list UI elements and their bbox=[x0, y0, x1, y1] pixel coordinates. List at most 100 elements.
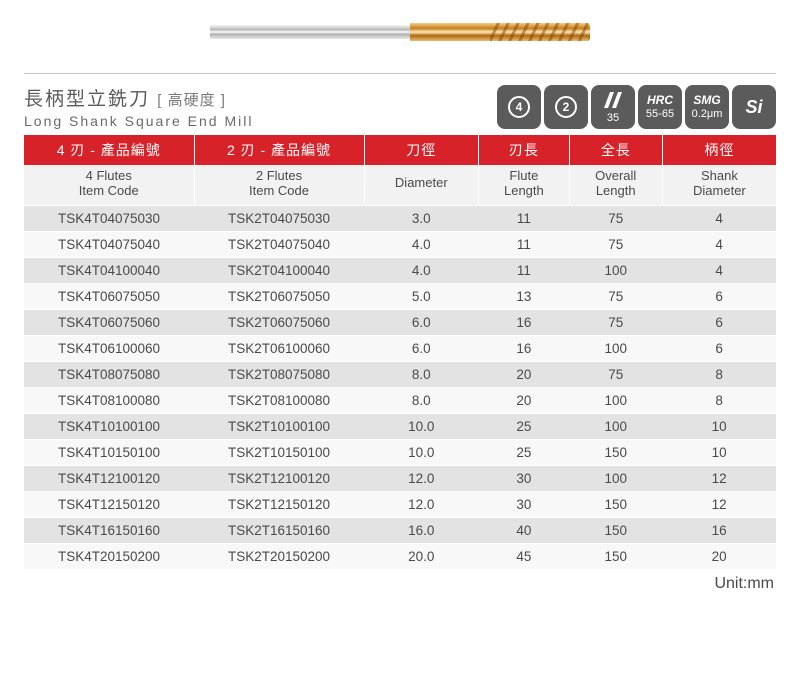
table-cell: TSK4T06100060 bbox=[24, 335, 194, 361]
table-cell: 12.0 bbox=[364, 491, 479, 517]
page: 長柄型立銑刀 [ 高硬度 ] Long Shank Square End Mil… bbox=[0, 0, 800, 593]
table-cell: 11 bbox=[479, 257, 570, 283]
table-header-gray: 4 FlutesItem Code2 FlutesItem CodeDiamet… bbox=[24, 165, 776, 205]
table-cell: 10.0 bbox=[364, 413, 479, 439]
table-cell: TSK2T04100040 bbox=[194, 257, 364, 283]
table-row: TSK4T12100120TSK2T1210012012.03010012 bbox=[24, 465, 776, 491]
table-cell: 20 bbox=[479, 361, 570, 387]
table-cell: 10 bbox=[662, 413, 776, 439]
table-header-cell: 2 刃 - 產品編號 bbox=[194, 135, 364, 165]
table-row: TSK4T06100060TSK2T061000606.0161006 bbox=[24, 335, 776, 361]
table-cell: 8.0 bbox=[364, 387, 479, 413]
table-cell: 3.0 bbox=[364, 205, 479, 231]
table-cell: TSK4T06075060 bbox=[24, 309, 194, 335]
table-cell: 6 bbox=[662, 283, 776, 309]
table-row: TSK4T16150160TSK2T1615016016.04015016 bbox=[24, 517, 776, 543]
table-cell: 10.0 bbox=[364, 439, 479, 465]
table-cell: 8 bbox=[662, 361, 776, 387]
badge-helix-value: 35 bbox=[607, 112, 619, 124]
table-cell: 5.0 bbox=[364, 283, 479, 309]
badge-smg-label: SMG bbox=[693, 94, 720, 106]
table-header-cell: 刃長 bbox=[479, 135, 570, 165]
table-cell: TSK4T20150200 bbox=[24, 543, 194, 569]
table-cell: 8.0 bbox=[364, 361, 479, 387]
table-cell: TSK4T16150160 bbox=[24, 517, 194, 543]
table-row: TSK4T12150120TSK2T1215012012.03015012 bbox=[24, 491, 776, 517]
table-row: TSK4T10150100TSK2T1015010010.02515010 bbox=[24, 439, 776, 465]
table-cell: TSK4T08075080 bbox=[24, 361, 194, 387]
title-cn-main: 長柄型立銑刀 bbox=[24, 89, 150, 110]
table-cell: TSK2T08075080 bbox=[194, 361, 364, 387]
table-cell: 75 bbox=[569, 361, 662, 387]
table-cell: 4.0 bbox=[364, 231, 479, 257]
badge-2-flutes: 2 bbox=[544, 85, 588, 129]
table-row: TSK4T08075080TSK2T080750808.020758 bbox=[24, 361, 776, 387]
table-cell: 30 bbox=[479, 491, 570, 517]
table-cell: 25 bbox=[479, 439, 570, 465]
badge-si-label: Si bbox=[745, 98, 762, 116]
tool-illustration bbox=[24, 18, 776, 51]
table-subheader-cell: ShankDiameter bbox=[662, 165, 776, 205]
table-cell: TSK2T08100080 bbox=[194, 387, 364, 413]
table-cell: TSK4T06075050 bbox=[24, 283, 194, 309]
table-cell: 4 bbox=[662, 257, 776, 283]
table-cell: 4 bbox=[662, 205, 776, 231]
table-cell: TSK2T06075060 bbox=[194, 309, 364, 335]
table-cell: 150 bbox=[569, 491, 662, 517]
table-cell: 13 bbox=[479, 283, 570, 309]
table-cell: 30 bbox=[479, 465, 570, 491]
table-row: TSK4T06075060TSK2T060750606.016756 bbox=[24, 309, 776, 335]
table-cell: 10 bbox=[662, 439, 776, 465]
table-cell: 11 bbox=[479, 231, 570, 257]
table-cell: TSK2T12100120 bbox=[194, 465, 364, 491]
table-cell: 100 bbox=[569, 387, 662, 413]
table-cell: 16.0 bbox=[364, 517, 479, 543]
table-cell: 100 bbox=[569, 257, 662, 283]
table-cell: TSK2T16150160 bbox=[194, 517, 364, 543]
table-row: TSK4T10100100TSK2T1010010010.02510010 bbox=[24, 413, 776, 439]
table-cell: TSK4T08100080 bbox=[24, 387, 194, 413]
table-cell: TSK4T12150120 bbox=[24, 491, 194, 517]
table-cell: 12.0 bbox=[364, 465, 479, 491]
table-cell: 4 bbox=[662, 231, 776, 257]
title-en: Long Shank Square End Mill bbox=[24, 113, 253, 129]
table-cell: 6.0 bbox=[364, 335, 479, 361]
flute-count-icon: 4 bbox=[508, 96, 530, 118]
table-header-cell: 全長 bbox=[569, 135, 662, 165]
table-subheader-cell: 4 FlutesItem Code bbox=[24, 165, 194, 205]
table-cell: 40 bbox=[479, 517, 570, 543]
table-cell: 12 bbox=[662, 491, 776, 517]
badge-hrc-value: 55-65 bbox=[646, 108, 674, 120]
helix-icon bbox=[602, 90, 624, 110]
table-cell: TSK2T06100060 bbox=[194, 335, 364, 361]
table-cell: 75 bbox=[569, 283, 662, 309]
table-cell: TSK4T12100120 bbox=[24, 465, 194, 491]
table-cell: 25 bbox=[479, 413, 570, 439]
unit-label: Unit:mm bbox=[24, 575, 776, 593]
table-cell: 20.0 bbox=[364, 543, 479, 569]
table-cell: TSK4T04075040 bbox=[24, 231, 194, 257]
table-cell: 20 bbox=[479, 387, 570, 413]
table-row: TSK4T04075030TSK2T040750303.011754 bbox=[24, 205, 776, 231]
table-cell: TSK2T12150120 bbox=[194, 491, 364, 517]
badge-si: Si bbox=[732, 85, 776, 129]
table-cell: TSK2T20150200 bbox=[194, 543, 364, 569]
table-cell: TSK2T06075050 bbox=[194, 283, 364, 309]
table-cell: TSK4T04075030 bbox=[24, 205, 194, 231]
table-cell: 20 bbox=[662, 543, 776, 569]
table-header-red: 4 刃 - 產品編號2 刃 - 產品編號刀徑刃長全長柄徑 bbox=[24, 135, 776, 165]
table-cell: TSK4T10150100 bbox=[24, 439, 194, 465]
table-cell: 75 bbox=[569, 231, 662, 257]
badge-4-flutes: 4 bbox=[497, 85, 541, 129]
table-row: TSK4T04075040TSK2T040750404.011754 bbox=[24, 231, 776, 257]
badge-smg: SMG 0.2μm bbox=[685, 85, 729, 129]
table-cell: 75 bbox=[569, 309, 662, 335]
table-cell: TSK2T04075030 bbox=[194, 205, 364, 231]
flute-count-icon: 2 bbox=[555, 96, 577, 118]
table-header-cell: 4 刃 - 產品編號 bbox=[24, 135, 194, 165]
table-subheader-cell: 2 FlutesItem Code bbox=[194, 165, 364, 205]
table-cell: 100 bbox=[569, 335, 662, 361]
table-cell: 6.0 bbox=[364, 309, 479, 335]
table-header-cell: 刀徑 bbox=[364, 135, 479, 165]
table-cell: 45 bbox=[479, 543, 570, 569]
